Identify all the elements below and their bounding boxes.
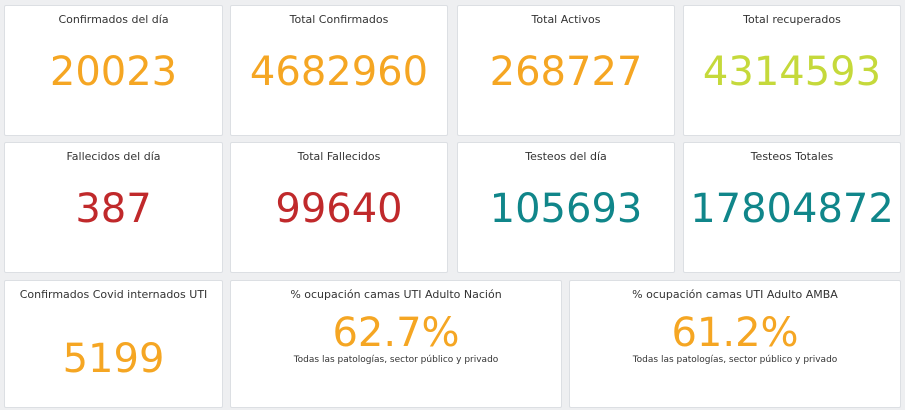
card-ocupacion-uti-nacion: % ocupación camas UTI Adulto Nación 62.7… [230,280,562,408]
card-value: 4314593 [702,49,882,95]
card-title: Fallecidos del día [66,150,161,163]
card-title: Total Fallecidos [297,150,381,163]
card-value: 61.2% [671,310,799,356]
card-value: 17804872 [690,186,894,232]
card-title: Testeos del día [525,150,607,163]
card-fallecidos-del-dia: Fallecidos del día 387 [4,142,223,273]
card-subtitle: Todas las patologías, sector público y p… [632,355,838,365]
card-subtitle: Todas las patologías, sector público y p… [293,355,499,365]
card-title: Total Activos [531,13,601,26]
card-value: 387 [75,186,152,232]
card-title: Confirmados del día [58,13,169,26]
card-total-fallecidos: Total Fallecidos 99640 [230,142,448,273]
card-total-confirmados: Total Confirmados 4682960 [230,5,448,136]
card-total-recuperados: Total recuperados 4314593 [683,5,901,136]
card-value: 20023 [49,49,178,95]
card-value: 62.7% [332,310,460,356]
card-value: 99640 [275,186,403,232]
card-title: % ocupación camas UTI Adulto Nación [290,288,502,301]
card-ocupacion-uti-amba: % ocupación camas UTI Adulto AMBA 61.2% … [569,280,901,408]
card-total-activos: Total Activos 268727 [457,5,675,136]
card-value: 268727 [489,49,643,95]
card-confirmados-del-dia: Confirmados del día 20023 [4,5,223,136]
card-title: Confirmados Covid internados UTI [19,288,208,301]
card-title: % ocupación camas UTI Adulto AMBA [632,288,838,301]
card-title: Testeos Totales [750,150,834,163]
card-value: 105693 [489,186,643,232]
card-testeos-totales: Testeos Totales 17804872 [683,142,901,273]
card-confirmados-internados-uti: Confirmados Covid internados UTI 5199 [4,280,223,408]
card-title: Total recuperados [743,13,841,26]
card-testeos-del-dia: Testeos del día 105693 [457,142,675,273]
card-value: 4682960 [249,49,429,95]
card-title: Total Confirmados [289,13,389,26]
card-value: 5199 [62,336,165,382]
